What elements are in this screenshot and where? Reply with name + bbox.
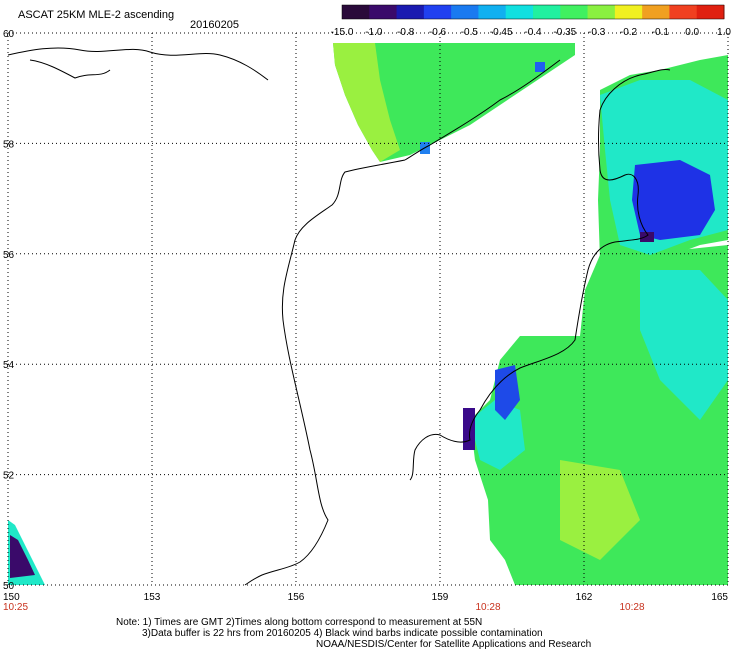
colorbar-tick-label: -1.0	[365, 27, 383, 38]
colorbar-tick-label: -0.8	[397, 27, 415, 38]
footer-note-line1: Note: 1) Times are GMT 2)Times along bot…	[116, 617, 483, 628]
colorbar-tick-label: -0.5	[461, 27, 479, 38]
lon-tick-label: 150	[3, 592, 20, 603]
colorbar-swatch	[505, 5, 534, 19]
colorbar-frame	[341, 4, 725, 20]
map-date: 20160205	[190, 19, 239, 31]
lon-tick-label: 156	[288, 592, 305, 603]
swath-east-lower-cyan	[640, 270, 728, 420]
colorbar-swatch	[533, 5, 561, 19]
lat-tick-label: 54	[3, 360, 15, 371]
time-label: 10:28	[619, 602, 644, 613]
swath-east-lower-purple	[463, 408, 475, 450]
swath-east-lower-green-light	[560, 460, 640, 560]
longitude-labels: 150 153 156 159 162 165	[3, 592, 728, 603]
colorbar-swatch	[669, 5, 698, 19]
lat-tick-label: 50	[3, 581, 15, 592]
data-swaths	[8, 43, 728, 585]
colorbar-swatch	[342, 5, 370, 19]
colorbar-swatch	[642, 5, 670, 19]
colorbar-tick-label: -0.4	[524, 27, 542, 38]
colorbar-swatch	[696, 5, 725, 19]
colorbar-swatch	[451, 5, 479, 19]
colorbar-swatch	[587, 5, 616, 19]
time-labels: 10:25 10:28 10:28	[3, 602, 645, 613]
time-label: 10:25	[3, 602, 28, 613]
lon-tick-label: 165	[711, 592, 728, 603]
footer-credit: NOAA/NESDIS/Center for Satellite Applica…	[316, 639, 592, 650]
lat-tick-label: 52	[3, 471, 15, 482]
map-title: ASCAT 25KM MLE-2 ascending	[18, 9, 175, 21]
lon-tick-label: 162	[576, 592, 593, 603]
coastline	[7, 47, 671, 586]
swath-east-blue	[632, 160, 715, 240]
swath-north-west	[333, 43, 400, 162]
colorbar-swatch	[423, 5, 452, 19]
colorbar-swatch	[369, 5, 398, 19]
colorbar-swatch	[478, 5, 507, 19]
lat-tick-label: 56	[3, 250, 15, 261]
latitude-labels: 60 58 56 54 52 50	[3, 29, 15, 592]
footer-note-line2: 3)Data buffer is 22 hrs from 20160205 4)…	[142, 628, 543, 639]
colorbar: -15.0 -1.0 -0.8 -0.6 -0.5 -0.45 -0.4 -0.35 -0.3-…	[331, 4, 731, 38]
colorbar-tick-label: -15.0	[331, 27, 354, 38]
lon-tick-label: 153	[144, 592, 161, 603]
colorbar-swatches	[341, 4, 725, 20]
swath-north-blue-pixel	[535, 62, 545, 72]
time-label: 10:28	[475, 602, 500, 613]
swath-east-lower-cyan-2	[470, 400, 525, 470]
colorbar-tick-label: -0.35	[553, 27, 576, 38]
colorbar-swatch	[614, 5, 643, 19]
swath-southwest-purple	[10, 535, 35, 578]
lon-tick-label: 159	[432, 592, 449, 603]
lat-tick-label: 58	[3, 139, 15, 150]
colorbar-swatch	[560, 5, 589, 19]
colorbar-tick-label: -0.45	[490, 27, 513, 38]
lat-lon-grid	[7, 32, 729, 586]
colorbar-swatch	[396, 5, 425, 19]
swath-east-purple	[640, 232, 654, 242]
colorbar-tick-label: -0.6	[429, 27, 447, 38]
lat-tick-label: 60	[3, 29, 15, 40]
swath-east-lower-blue	[495, 365, 520, 420]
